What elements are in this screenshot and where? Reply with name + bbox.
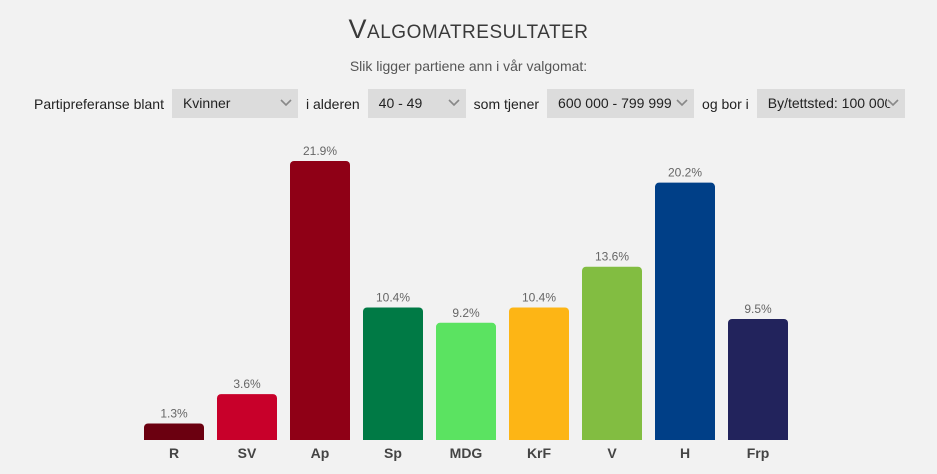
category-label-r: R	[169, 445, 179, 461]
place-select-value: By/tettsted: 100 000	[767, 95, 893, 111]
bar-mdg[interactable]	[436, 322, 496, 440]
filter-label-age: i alderen	[305, 95, 360, 112]
bar-base-ap	[290, 436, 350, 440]
bar-base-v	[582, 436, 642, 440]
category-label-h: H	[680, 445, 690, 461]
income-select-value: 600 000 - 799 999	[558, 95, 672, 111]
bar-base-frp	[728, 436, 788, 440]
bar-r[interactable]	[144, 423, 204, 440]
value-label-sp: 10.4%	[376, 291, 410, 305]
value-label-mdg: 9.2%	[452, 306, 480, 320]
chevron-down-icon	[279, 98, 292, 107]
value-label-sv: 3.6%	[233, 377, 261, 391]
bar-v[interactable]	[582, 266, 642, 440]
bar-sp[interactable]	[363, 307, 423, 440]
gender-select[interactable]: Kvinner	[171, 89, 298, 118]
filter-label-place: og bor i	[702, 95, 749, 112]
bar-base-krf	[509, 436, 569, 440]
value-label-krf: 10.4%	[522, 291, 556, 305]
bar-ap[interactable]	[290, 161, 350, 440]
bar-krf[interactable]	[509, 307, 569, 440]
filter-bar: Partipreferanse blant Kvinner i alderen …	[34, 89, 905, 118]
age-select[interactable]: 40 - 49	[367, 89, 466, 118]
category-label-mdg: MDG	[450, 445, 483, 461]
page-title: Valgomatresultater	[348, 14, 589, 44]
filter-label-income: som tjener	[473, 95, 540, 112]
value-label-r: 1.3%	[160, 406, 188, 420]
bar-base-mdg	[436, 436, 496, 440]
category-label-krf: KrF	[527, 445, 552, 461]
bar-base-sp	[363, 436, 423, 440]
chevron-down-icon	[886, 98, 899, 107]
bar-h[interactable]	[655, 182, 715, 440]
category-label-ap: Ap	[311, 445, 330, 461]
gender-select-value: Kvinner	[182, 95, 231, 111]
value-label-h: 20.2%	[668, 166, 702, 180]
chevron-down-icon	[676, 98, 689, 107]
chevron-down-icon	[447, 98, 460, 107]
value-label-v: 13.6%	[595, 250, 629, 264]
bar-base-r	[144, 436, 204, 440]
value-label-frp: 9.5%	[744, 302, 772, 316]
category-label-sp: Sp	[384, 445, 402, 461]
age-select-value: 40 - 49	[378, 95, 423, 111]
income-select[interactable]: 600 000 - 799 999	[547, 89, 695, 118]
bar-base-h	[655, 436, 715, 440]
bar-sv[interactable]	[217, 394, 277, 440]
page-subtitle: Slik ligger partiene ann i vår valgomat:	[349, 58, 588, 74]
place-select[interactable]: By/tettsted: 100 000	[756, 89, 905, 118]
bar-base-sv	[217, 436, 277, 440]
category-label-sv: SV	[238, 445, 257, 461]
category-label-frp: Frp	[747, 445, 770, 461]
bar-frp[interactable]	[728, 318, 788, 440]
filter-label-gender: Partipreferanse blant	[34, 95, 164, 112]
value-label-ap: 21.9%	[303, 144, 337, 158]
category-label-v: V	[607, 445, 617, 461]
